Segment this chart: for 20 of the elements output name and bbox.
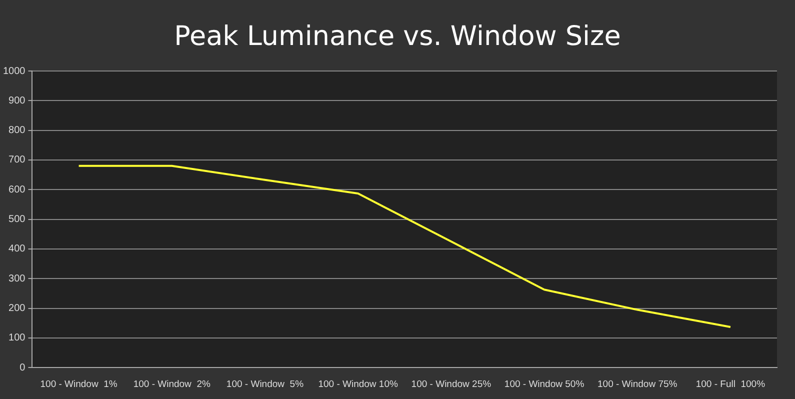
- y-tick-label: 700: [8, 154, 26, 166]
- y-tick-label: 300: [8, 273, 26, 284]
- y-tick-label: 500: [8, 214, 26, 226]
- y-tick-label: 0: [20, 362, 26, 374]
- y-tick-label: 1000: [2, 66, 26, 77]
- x-tick-label: 100 - Window 5%: [226, 378, 304, 390]
- x-tick-label: 100 - Window 10%: [318, 378, 398, 390]
- x-tick-label: 100 - Window 50%: [504, 378, 585, 390]
- y-tick-label: 200: [8, 303, 26, 314]
- x-tick-label: 100 - Window 75%: [597, 378, 678, 390]
- y-tick-label: 100: [8, 332, 26, 344]
- y-tick-label: 900: [8, 95, 26, 106]
- x-tick-label: 100 - Window 25%: [411, 378, 492, 390]
- y-tick-label: 800: [8, 125, 26, 136]
- y-tick-label: 600: [8, 184, 26, 196]
- x-tick-label: 100 - Window 2%: [133, 378, 211, 390]
- x-tick-label: 100 - Full 100%: [696, 378, 766, 390]
- y-tick-label: 400: [8, 244, 26, 255]
- chart-title: Peak Luminance vs. Window Size: [173, 20, 622, 54]
- x-tick-label: 100 - Window 1%: [40, 378, 118, 390]
